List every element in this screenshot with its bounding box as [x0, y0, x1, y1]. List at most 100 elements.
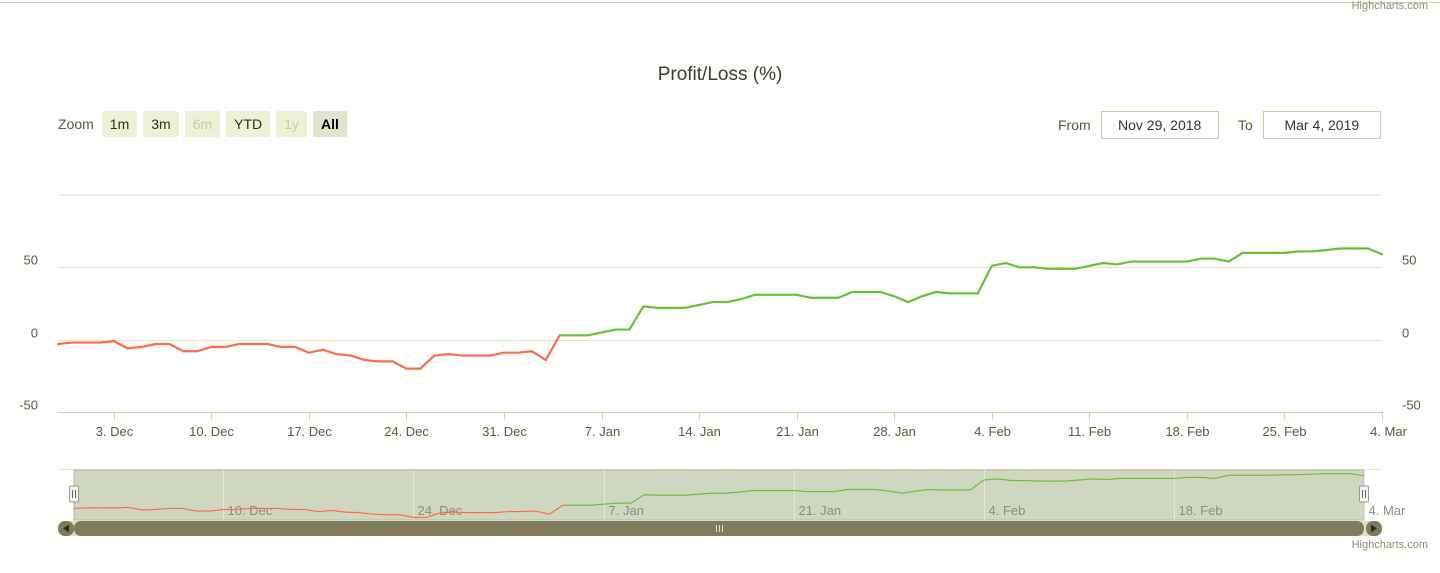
series-line-segment [1227, 251, 1244, 263]
from-label: From [1058, 117, 1091, 133]
chevron-left-icon [63, 524, 69, 533]
navigator-series-segment [182, 507, 197, 512]
series-line-segment [907, 295, 924, 304]
navigator-series-segment [548, 504, 564, 515]
series-line-segment [293, 345, 310, 354]
zoom-6m-button: 6m [184, 111, 221, 137]
series-line-segment [739, 293, 756, 301]
navigator-series-segment [304, 508, 319, 513]
series-line-segment [1213, 257, 1230, 263]
navigator-series-segment [834, 488, 849, 493]
series-line-segment [126, 345, 143, 350]
zoom-label: Zoom [58, 116, 94, 132]
series-line-segment [725, 298, 743, 304]
navigator-series-segment [630, 494, 645, 504]
navigator-series-segment [1268, 474, 1283, 476]
navigator-handle-right[interactable] [1359, 485, 1369, 503]
zoom-ytd-button[interactable]: YTD [226, 111, 271, 137]
chevron-right-icon [1371, 524, 1377, 533]
series-line-segment [1116, 260, 1133, 266]
navigator-series-segment [793, 489, 808, 493]
navigator-series-segment [589, 503, 604, 506]
navigator-handle-left[interactable] [69, 485, 79, 503]
zoom-all-button[interactable]: All [312, 111, 347, 137]
navigator-series-segment [209, 508, 224, 512]
to-date-input[interactable]: Mar 4, 2019 [1262, 111, 1381, 139]
chart-title: Profit/Loss (%) [657, 64, 783, 85]
x-tick-label: 10. Dec [189, 424, 234, 439]
navigator-series-segment [603, 502, 618, 505]
navigator-series-segment [128, 506, 143, 511]
x-tick-label: 21. Jan [776, 424, 819, 439]
navigator-series-segment [915, 488, 930, 492]
x-tick-label: 18. Feb [1165, 424, 1209, 439]
navigator-series-segment [277, 507, 292, 511]
navigator-series-segment [725, 491, 740, 494]
series-line-segment [1366, 247, 1384, 256]
series-line-segment [196, 345, 213, 353]
navigator-series-segment [440, 511, 455, 514]
series-line-segment [419, 354, 436, 370]
series-line-segment [642, 305, 659, 309]
series-line-segment [586, 331, 603, 337]
navigator-series-segment [969, 479, 985, 491]
to-label: To [1238, 117, 1253, 133]
navigator-series-segment [1214, 474, 1229, 480]
navigator-series-segment [1201, 476, 1215, 480]
credits-bottom[interactable]: Highcharts.com [1351, 539, 1428, 551]
x-tick-label: 28. Jan [873, 424, 916, 439]
navigator-series-segment [1092, 478, 1107, 481]
series-line-segment [934, 290, 952, 295]
series-line-segment [265, 342, 283, 348]
series-line-segment [516, 350, 533, 354]
navigator-series-segment [929, 488, 944, 491]
navigator-series-segment [1309, 473, 1324, 475]
navigator-series-segment [426, 512, 441, 518]
navigator-series-segment [902, 490, 916, 494]
range-to: To Mar 4, 2019 [1238, 111, 1381, 139]
navigator-series-segment [888, 490, 903, 494]
zoom-3m-button[interactable]: 3m [143, 111, 179, 137]
y-tick-label-right: -50 [1402, 398, 1421, 413]
navigator-series-segment [1350, 473, 1365, 477]
navigator-series-segment [1065, 479, 1079, 482]
series-line-segment [1102, 261, 1119, 266]
series-line-segment [1074, 264, 1091, 270]
series-line-segment [140, 342, 157, 348]
x-tick-label: 4. Mar [1370, 424, 1408, 439]
series-line-segment [1088, 261, 1105, 267]
series-line-segment [488, 351, 506, 357]
series-line-segment [1185, 257, 1202, 263]
navigator-series-segment [345, 511, 360, 514]
navigator-series-segment [698, 492, 713, 495]
navigator-series-segment [1078, 478, 1093, 481]
navigator-tick-label: 18. Feb [1179, 503, 1223, 518]
x-tick-label: 17. Dec [287, 424, 332, 439]
series-line-segment [112, 340, 129, 350]
range-from: From Nov 29, 2018 [1058, 111, 1219, 139]
navigator-series-segment [1105, 477, 1120, 481]
navigator-series-segment [372, 513, 387, 516]
credits-top[interactable]: Highcharts.com [1351, 0, 1428, 12]
series-line-segment [1283, 250, 1300, 254]
x-tick-label: 25. Feb [1262, 424, 1306, 439]
navigator-series-segment [535, 510, 550, 515]
x-tick-label: 31. Dec [482, 424, 527, 439]
navigator-series-segment [454, 511, 468, 514]
y-tick-label-left: 50 [24, 253, 38, 268]
x-tick-label: 14. Jan [678, 424, 721, 439]
navigator-series-segment [644, 494, 658, 496]
x-tick-label: 7. Jan [585, 424, 620, 439]
zoom-1m-button[interactable]: 1m [101, 111, 138, 137]
navigator-series-segment [1173, 476, 1188, 480]
series-line-segment [879, 290, 896, 298]
series-line-segment [363, 358, 380, 363]
from-date-input[interactable]: Nov 29, 2018 [1100, 111, 1219, 139]
navigator-tick-label: 21. Jan [799, 503, 842, 518]
navigator-series-segment [1024, 479, 1039, 482]
series-line-segment [433, 353, 450, 357]
navigator-series-segment [685, 493, 699, 496]
navigator-series-segment [997, 478, 1012, 482]
navigator-series-segment [875, 488, 889, 492]
series-line-segment [1004, 261, 1021, 269]
